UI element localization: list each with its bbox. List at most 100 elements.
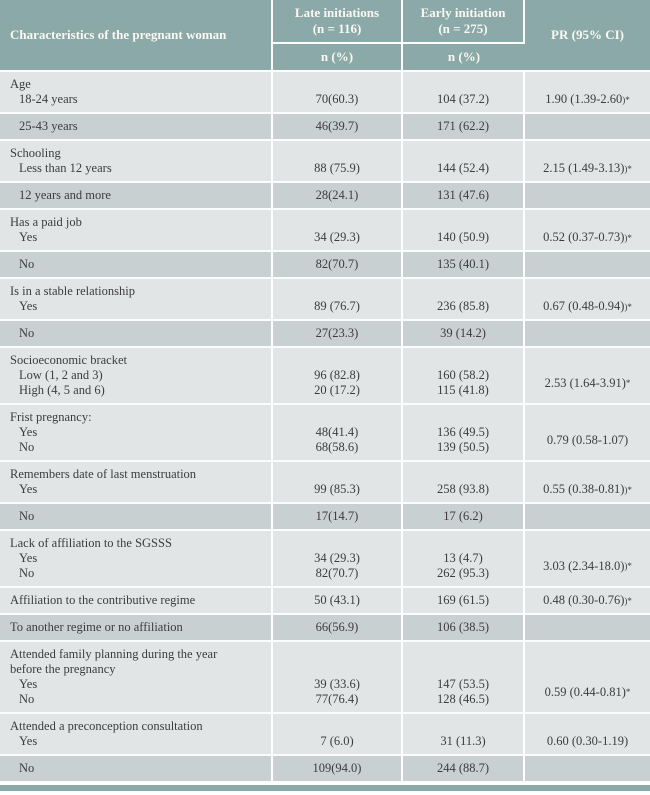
early-value xyxy=(403,353,523,368)
col-header-characteristics: Characteristics of the pregnant woman xyxy=(0,0,273,72)
pr-spacer xyxy=(525,146,650,161)
late-value-cell: 34 (29.3) xyxy=(273,210,403,252)
early-value-cell: 136 (49.5) 139 (50.5) xyxy=(403,405,525,462)
pr-value-cell: 2.15 (1.49-3.13))* xyxy=(525,141,650,183)
characteristic-cell: Has a paid job Yes xyxy=(0,210,273,252)
row-sublabel: Yes xyxy=(19,677,38,691)
col-header-pr-ci: PR (95% CI) xyxy=(525,0,650,72)
characteristic-cell: No xyxy=(0,756,273,783)
characteristic-cell: No xyxy=(0,504,273,531)
late-value: 96 (82.8) xyxy=(314,368,360,382)
early-value xyxy=(403,77,523,92)
characteristic-cell: Is in a stable relationship Yes xyxy=(0,279,273,321)
pr-spacer xyxy=(525,77,650,92)
pr-spacer xyxy=(525,410,650,425)
characteristic-cell: Attended family planning during the year… xyxy=(0,642,273,714)
early-value: 31 (11.3) xyxy=(440,734,486,748)
pr-spacer xyxy=(525,284,650,299)
row-sublabel: Yes xyxy=(19,482,38,496)
early-value: 106 (38.5) xyxy=(436,620,490,634)
row-sublabel: No xyxy=(19,692,35,706)
pr-value-cell: 2.53 (1.64-3.91) * xyxy=(525,348,650,405)
early-value-cell: 236 (85.8) xyxy=(403,279,525,321)
late-value: 99 (85.3) xyxy=(314,482,360,496)
pr-spacer xyxy=(525,353,650,368)
table-row: Socioeconomic bracket Low (1, 2 and 3) Hig… xyxy=(0,348,650,405)
late-value: 17(14.7) xyxy=(315,509,359,523)
early-value: 171 (62.2) xyxy=(436,119,490,133)
late-value-cell: 17(14.7) xyxy=(273,504,403,531)
characteristic-cell: Affiliation to the contributive regime xyxy=(0,588,273,615)
row-label: Schooling xyxy=(10,146,61,160)
row-label: Age xyxy=(10,77,31,91)
early-value: 144 (52.4) xyxy=(436,161,490,175)
late-value-cell: 89 (76.7) xyxy=(273,279,403,321)
pr-value-cell xyxy=(525,114,650,141)
late-value-cell: 66(56.9) xyxy=(273,615,403,642)
late-value-cell: 28(24.1) xyxy=(273,183,403,210)
pr-estimate-text: 3.03 (2.34-18.0) xyxy=(543,558,625,573)
pr-value: 2.15 (1.49-3.13))* xyxy=(543,161,632,175)
footer-bar xyxy=(0,783,650,791)
pr-estimate-text: 2.15 (1.49-3.13) xyxy=(543,161,625,175)
late-value-cell: 50 (43.1) xyxy=(273,588,403,615)
pr-spacer xyxy=(525,215,650,230)
early-value-cell: 39 (14.2) xyxy=(403,321,525,348)
pr-estimate-text: 0.60 (0.30-1.19) xyxy=(546,734,629,748)
early-value xyxy=(403,146,523,161)
table-row: Attended a preconception consultation Yes… xyxy=(0,714,650,756)
early-value xyxy=(403,647,523,662)
early-value-cell: 17 (6.2) xyxy=(403,504,525,531)
late-value: 89 (76.7) xyxy=(314,299,360,313)
row-sublabel: 25-43 years xyxy=(19,119,78,133)
pr-estimate-text: 0.52 (0.37-0.73) xyxy=(543,230,625,244)
table-row: 12 years and more 28(24.1) 131 (47.6) xyxy=(0,183,650,210)
early-value-cell: 169 (61.5) xyxy=(403,588,525,615)
late-value: 48(41.4) xyxy=(315,425,359,439)
row-label: Is in a stable relationship xyxy=(10,284,135,298)
row-sublabel: No xyxy=(19,440,35,454)
row-sublabel: No xyxy=(19,566,35,580)
row-sublabel: 12 years and more xyxy=(19,188,111,202)
row-sublabel: No xyxy=(19,761,35,775)
pr-value-cell: 0.79 (0.58-1.07) xyxy=(525,405,650,462)
table-row: No 17(14.7) 17 (6.2) xyxy=(0,504,650,531)
pr-empty xyxy=(525,620,650,635)
pr-value: 1.90 (1.39-2.60)* xyxy=(545,92,630,106)
early-value-cell: 31 (11.3) xyxy=(403,714,525,756)
pr-spacer xyxy=(525,662,650,677)
late-value xyxy=(273,146,401,161)
pr-value: 3.03 (2.34-18.0))* xyxy=(543,558,632,573)
table-row: Affiliation to the contributive regime 50… xyxy=(0,588,650,615)
late-value: 82(70.7) xyxy=(315,566,359,580)
late-value xyxy=(273,215,401,230)
early-value: 262 (95.3) xyxy=(436,566,490,580)
early-value xyxy=(403,410,523,425)
early-value: 17 (6.2) xyxy=(443,509,483,523)
pr-value: 0.60 (0.30-1.19) xyxy=(525,734,650,749)
pr-value-cell xyxy=(525,252,650,279)
row-sublabel: No xyxy=(19,257,35,271)
early-value: 160 (58.2) xyxy=(436,368,490,382)
characteristic-cell: Frist pregnancy: Yes No xyxy=(0,405,273,462)
early-value xyxy=(403,467,523,482)
pr-value: 0.48 (0.30-0.76))* xyxy=(543,593,632,607)
late-value: 28(24.1) xyxy=(315,188,359,202)
early-value: 135 (40.1) xyxy=(436,257,490,271)
characteristic-cell: Lack of affiliation to the SGSSS Yes No xyxy=(0,531,273,588)
late-value: 70(60.3) xyxy=(315,92,359,106)
early-value xyxy=(403,719,523,734)
row-label: Frist pregnancy: xyxy=(10,410,92,424)
late-value-cell: 34 (29.3) 82(70.7) xyxy=(273,531,403,588)
pr-value: 0.59 (0.44-0.81) * xyxy=(544,684,631,699)
early-value-cell: 147 (53.5) 128 (46.5) xyxy=(403,642,525,714)
row-sublabel: Yes xyxy=(19,551,38,565)
early-value-cell: 135 (40.1) xyxy=(403,252,525,279)
early-value-cell: 13 (4.7) 262 (95.3) xyxy=(403,531,525,588)
late-value: 88 (75.9) xyxy=(314,161,360,175)
pr-value-cell xyxy=(525,756,650,783)
pr-value-cell xyxy=(525,615,650,642)
table-row: Age 18-24 years 70(60.3) 104 (37.2) 1.90 … xyxy=(0,72,650,114)
row-sublabel: Low (1, 2 and 3) xyxy=(19,368,103,382)
